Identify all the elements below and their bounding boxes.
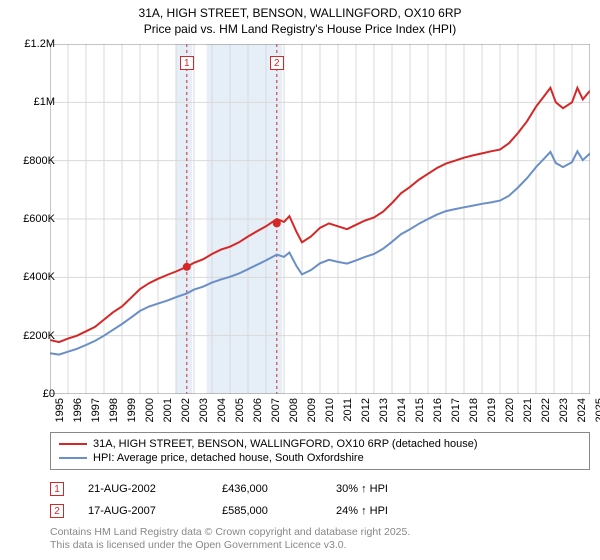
xtick-label: 2010 xyxy=(324,398,336,422)
ytick-label: £800K xyxy=(23,155,55,167)
sale-badge: 2 xyxy=(50,504,64,518)
xtick-label: 2007 xyxy=(270,398,282,422)
chart-title: 31A, HIGH STREET, BENSON, WALLINGFORD, O… xyxy=(0,0,600,37)
legend-label: 31A, HIGH STREET, BENSON, WALLINGFORD, O… xyxy=(93,438,478,450)
xtick-label: 2004 xyxy=(216,398,228,422)
chart-area xyxy=(50,44,590,394)
xtick-label: 2008 xyxy=(288,398,300,422)
xtick-label: 2002 xyxy=(180,398,192,422)
sale-delta: 30% ↑ HPI xyxy=(336,483,388,495)
xtick-label: 2012 xyxy=(360,398,372,422)
sale-table: 1 21-AUG-2002 £436,000 30% ↑ HPI 2 17-AU… xyxy=(50,478,590,522)
chart-marker-badge: 2 xyxy=(270,56,284,70)
legend-swatch xyxy=(59,443,87,445)
sale-badge: 1 xyxy=(50,482,64,496)
xtick-label: 1997 xyxy=(90,398,102,422)
xtick-label: 2016 xyxy=(432,398,444,422)
xtick-label: 2013 xyxy=(378,398,390,422)
xtick-label: 2019 xyxy=(486,398,498,422)
legend-label: HPI: Average price, detached house, Sout… xyxy=(93,452,364,464)
xtick-label: 2018 xyxy=(468,398,480,422)
ytick-label: £400K xyxy=(23,271,55,283)
sale-price: £436,000 xyxy=(222,483,312,495)
ytick-label: £1.2M xyxy=(24,38,55,50)
chart-marker-badge: 1 xyxy=(180,56,194,70)
attribution: Contains HM Land Registry data © Crown c… xyxy=(50,526,410,552)
sale-idx: 1 xyxy=(54,484,60,495)
xtick-label: 1998 xyxy=(108,398,120,422)
xtick-label: 2017 xyxy=(450,398,462,422)
ytick-label: £1M xyxy=(34,96,55,108)
xtick-label: 2006 xyxy=(252,398,264,422)
xtick-label: 2022 xyxy=(540,398,552,422)
legend-item: 31A, HIGH STREET, BENSON, WALLINGFORD, O… xyxy=(59,437,581,451)
title-line-2: Price paid vs. HM Land Registry's House … xyxy=(0,22,600,38)
xtick-label: 2015 xyxy=(414,398,426,422)
sale-row: 2 17-AUG-2007 £585,000 24% ↑ HPI xyxy=(50,500,590,522)
attribution-line-1: Contains HM Land Registry data © Crown c… xyxy=(50,526,410,539)
ytick-label: £200K xyxy=(23,330,55,342)
xtick-label: 2021 xyxy=(522,398,534,422)
sale-date: 21-AUG-2002 xyxy=(88,483,198,495)
xtick-label: 2020 xyxy=(504,398,516,422)
sale-idx: 2 xyxy=(54,506,60,517)
xtick-label: 1999 xyxy=(126,398,138,422)
xtick-label: 2000 xyxy=(144,398,156,422)
xtick-label: 2025 xyxy=(594,398,600,422)
xtick-label: 2009 xyxy=(306,398,318,422)
xtick-label: 1996 xyxy=(72,398,84,422)
xtick-label: 2014 xyxy=(396,398,408,422)
sale-delta: 24% ↑ HPI xyxy=(336,505,388,517)
sale-price: £585,000 xyxy=(222,505,312,517)
sale-row: 1 21-AUG-2002 £436,000 30% ↑ HPI xyxy=(50,478,590,500)
ytick-label: £600K xyxy=(23,213,55,225)
legend-item: HPI: Average price, detached house, Sout… xyxy=(59,451,581,465)
xtick-label: 2005 xyxy=(234,398,246,422)
xtick-label: 1995 xyxy=(54,398,66,422)
sale-date: 17-AUG-2007 xyxy=(88,505,198,517)
attribution-line-2: This data is licensed under the Open Gov… xyxy=(50,539,410,552)
xtick-label: 2003 xyxy=(198,398,210,422)
xtick-label: 2024 xyxy=(576,398,588,422)
xtick-label: 2023 xyxy=(558,398,570,422)
xtick-label: 2011 xyxy=(342,398,354,422)
xtick-label: 2001 xyxy=(162,398,174,422)
title-line-1: 31A, HIGH STREET, BENSON, WALLINGFORD, O… xyxy=(0,6,600,22)
legend: 31A, HIGH STREET, BENSON, WALLINGFORD, O… xyxy=(50,432,590,470)
legend-swatch xyxy=(59,457,87,459)
chart-svg xyxy=(50,44,590,394)
